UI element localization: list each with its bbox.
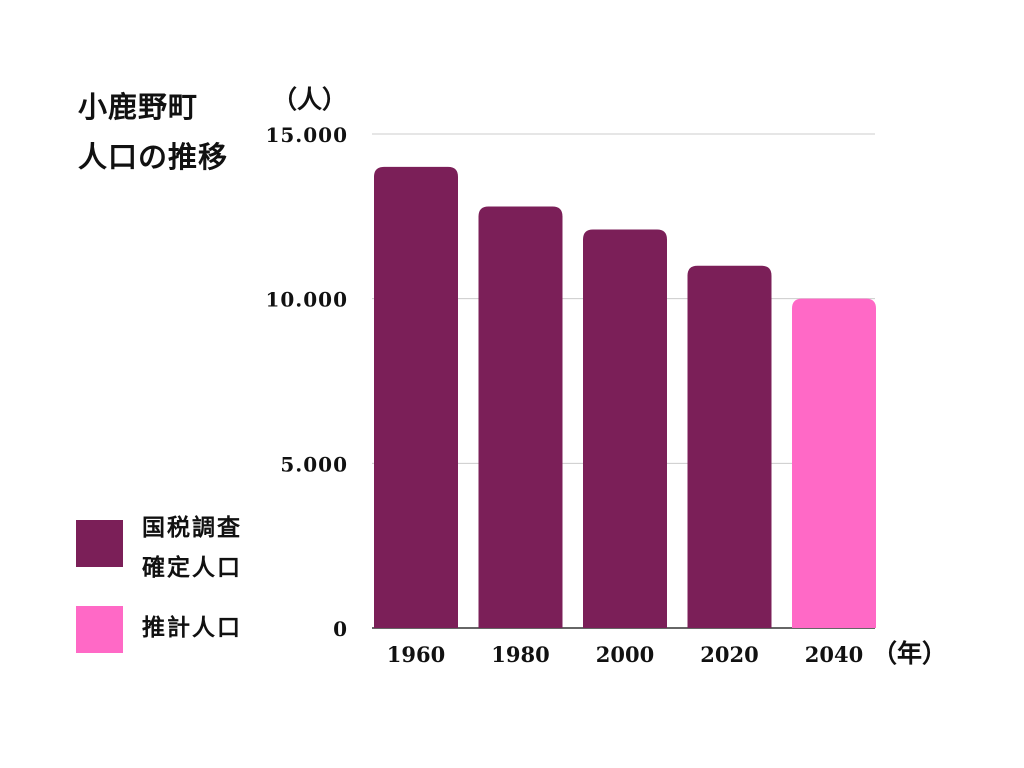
bar-2000 — [583, 229, 667, 629]
x-tick-label: 2020 — [700, 642, 758, 667]
bar-1980 — [478, 206, 563, 628]
legend-label-census-line-2: 確定人口 — [142, 555, 242, 581]
y-tick-label: 10.000 — [265, 288, 348, 312]
bar-2040 — [792, 298, 876, 628]
x-tick-labels: 1960 1980 2000 2020 2040 — [387, 642, 863, 667]
legend-label-estimate: 推計人口 — [142, 608, 242, 648]
chart-title-line-1: 小鹿野町 — [78, 90, 199, 124]
x-tick-label: 1960 — [387, 642, 445, 667]
x-axis-unit-label: （年） — [872, 639, 948, 668]
y-tick-label: 15.000 — [265, 123, 348, 147]
legend-swatch-estimate — [76, 606, 123, 653]
legend-label-estimate-line-1: 推計人口 — [142, 615, 242, 641]
y-tick-labels: 0 5.000 10.000 15.000 — [265, 123, 348, 641]
legend-label-census: 国税調査 確定人口 — [142, 508, 242, 588]
x-tick-label: 2040 — [805, 642, 863, 667]
bars — [374, 166, 876, 629]
chart-title: 小鹿野町 人口の推移 — [78, 82, 228, 182]
bar-2020 — [687, 265, 772, 628]
legend-swatch-census — [76, 520, 123, 567]
y-tick-label: 5.000 — [280, 452, 348, 476]
x-tick-label: 2000 — [596, 642, 654, 667]
y-axis-unit-label: （人） — [272, 85, 348, 114]
y-tick-label: 0 — [333, 617, 348, 641]
legend-label-census-line-1: 国税調査 — [142, 515, 242, 541]
x-tick-label: 1980 — [491, 642, 549, 667]
chart-title-line-2: 人口の推移 — [78, 140, 229, 174]
bar-1960 — [374, 166, 458, 628]
